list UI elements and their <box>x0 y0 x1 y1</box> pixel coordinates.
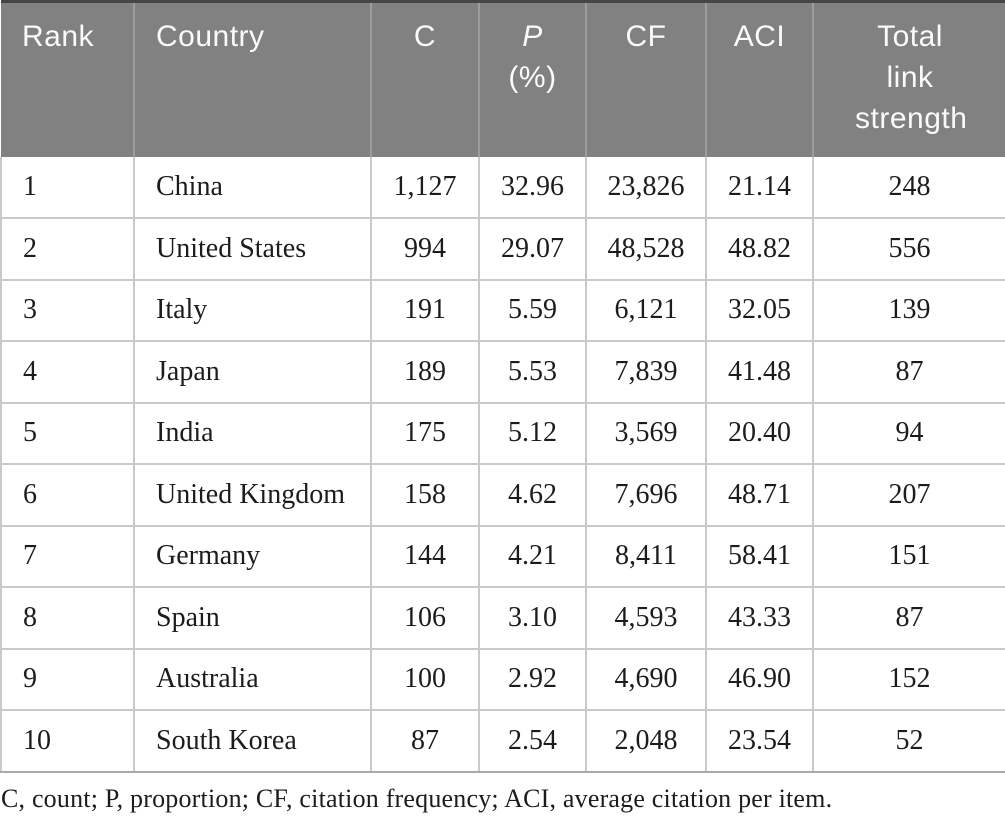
cell-country: Australia <box>133 647 372 711</box>
cell-aci: 32.05 <box>705 278 814 342</box>
cell-tls: 87 <box>812 340 1005 404</box>
cell-cf: 4,593 <box>585 586 707 650</box>
cell-country: South Korea <box>133 709 372 773</box>
cell-country: United Kingdom <box>133 463 372 527</box>
cell-country: Germany <box>133 524 372 588</box>
cell-p: 5.59 <box>478 278 587 342</box>
table-row: 2 United States 994 29.07 48,528 48.82 556 <box>0 217 1005 281</box>
cell-aci: 21.14 <box>705 156 814 219</box>
table-row: 6 United Kingdom 158 4.62 7,696 48.71 207 <box>0 463 1005 527</box>
cell-c: 189 <box>370 340 480 404</box>
cell-p: 2.54 <box>478 709 587 773</box>
cell-p: 4.21 <box>478 524 587 588</box>
cell-rank: 8 <box>0 586 135 650</box>
cell-country: Spain <box>133 586 372 650</box>
col-header-country: Country <box>134 1 372 157</box>
cell-c: 87 <box>370 709 480 773</box>
table-body: 1 China 1,127 32.96 23,826 21.14 248 2 United St… <box>0 156 1005 773</box>
cell-rank: 2 <box>0 217 135 281</box>
cell-tls: 151 <box>812 524 1005 588</box>
cell-cf: 4,690 <box>585 647 707 711</box>
cell-p: 5.53 <box>478 340 587 404</box>
cell-rank: 5 <box>0 401 135 465</box>
col-header-aci: ACI <box>706 1 814 157</box>
cell-c: 994 <box>370 217 480 281</box>
cell-rank: 3 <box>0 278 135 342</box>
table-row: 10 South Korea 87 2.54 2,048 23.54 52 <box>0 709 1005 773</box>
cell-cf: 8,411 <box>585 524 707 588</box>
table-row: 8 Spain 106 3.10 4,593 43.33 87 <box>0 586 1005 650</box>
col-header-tls: Total link strength <box>813 1 1005 157</box>
cell-country: China <box>133 156 372 219</box>
col-header-cf: CF <box>586 1 707 157</box>
table-row: 4 Japan 189 5.53 7,839 41.48 87 <box>0 340 1005 404</box>
table-row: 9 Australia 100 2.92 4,690 46.90 152 <box>0 647 1005 711</box>
cell-tls: 52 <box>812 709 1005 773</box>
cell-c: 191 <box>370 278 480 342</box>
col-header-p: P (%) <box>479 1 587 157</box>
cell-c: 106 <box>370 586 480 650</box>
cell-cf: 2,048 <box>585 709 707 773</box>
cell-c: 175 <box>370 401 480 465</box>
cell-aci: 46.90 <box>705 647 814 711</box>
cell-rank: 9 <box>0 647 135 711</box>
cell-p: 4.62 <box>478 463 587 527</box>
cell-rank: 4 <box>0 340 135 404</box>
cell-aci: 48.82 <box>705 217 814 281</box>
cell-c: 1,127 <box>370 156 480 219</box>
cell-cf: 6,121 <box>585 278 707 342</box>
cell-p: 5.12 <box>478 401 587 465</box>
cell-rank: 6 <box>0 463 135 527</box>
cell-c: 144 <box>370 524 480 588</box>
col-header-c: C <box>371 1 480 157</box>
cell-country: Italy <box>133 278 372 342</box>
cell-tls: 152 <box>812 647 1005 711</box>
cell-cf: 7,839 <box>585 340 707 404</box>
cell-country: United States <box>133 217 372 281</box>
cell-tls: 556 <box>812 217 1005 281</box>
cell-aci: 58.41 <box>705 524 814 588</box>
cell-tls: 94 <box>812 401 1005 465</box>
cell-tls: 87 <box>812 586 1005 650</box>
cell-cf: 7,696 <box>585 463 707 527</box>
header-row: Rank Country C P (%) CF ACI Total link strength <box>1 1 1005 157</box>
cell-aci: 43.33 <box>705 586 814 650</box>
cell-cf: 23,826 <box>585 156 707 219</box>
cell-country: Japan <box>133 340 372 404</box>
cell-cf: 48,528 <box>585 217 707 281</box>
table-row: 1 China 1,127 32.96 23,826 21.14 248 <box>0 156 1005 219</box>
cell-tls: 139 <box>812 278 1005 342</box>
cell-c: 100 <box>370 647 480 711</box>
cell-p: 2.92 <box>478 647 587 711</box>
cell-aci: 23.54 <box>705 709 814 773</box>
cell-aci: 20.40 <box>705 401 814 465</box>
table-row: 7 Germany 144 4.21 8,411 58.41 151 <box>0 524 1005 588</box>
table-row: 5 India 175 5.12 3,569 20.40 94 <box>0 401 1005 465</box>
cell-tls: 207 <box>812 463 1005 527</box>
cell-rank: 10 <box>0 709 135 773</box>
cell-p: 32.96 <box>478 156 587 219</box>
cell-rank: 1 <box>0 156 135 219</box>
cell-tls: 248 <box>812 156 1005 219</box>
table-row: 3 Italy 191 5.59 6,121 32.05 139 <box>0 278 1005 342</box>
table-footnote: C, count; P, proportion; CF, citation fr… <box>1 783 833 813</box>
cell-p: 29.07 <box>478 217 587 281</box>
cell-aci: 48.71 <box>705 463 814 527</box>
table-header: Rank Country C P (%) CF ACI Total link strength <box>1 1 1005 157</box>
cell-rank: 7 <box>0 524 135 588</box>
cell-p: 3.10 <box>478 586 587 650</box>
cell-cf: 3,569 <box>585 401 707 465</box>
cell-aci: 41.48 <box>705 340 814 404</box>
country-ranking-table: Rank Country C P (%) CF ACI Total link strength… <box>0 1 1005 773</box>
cell-c: 158 <box>370 463 480 527</box>
cell-country: India <box>133 401 372 465</box>
col-header-rank: Rank <box>1 1 135 157</box>
